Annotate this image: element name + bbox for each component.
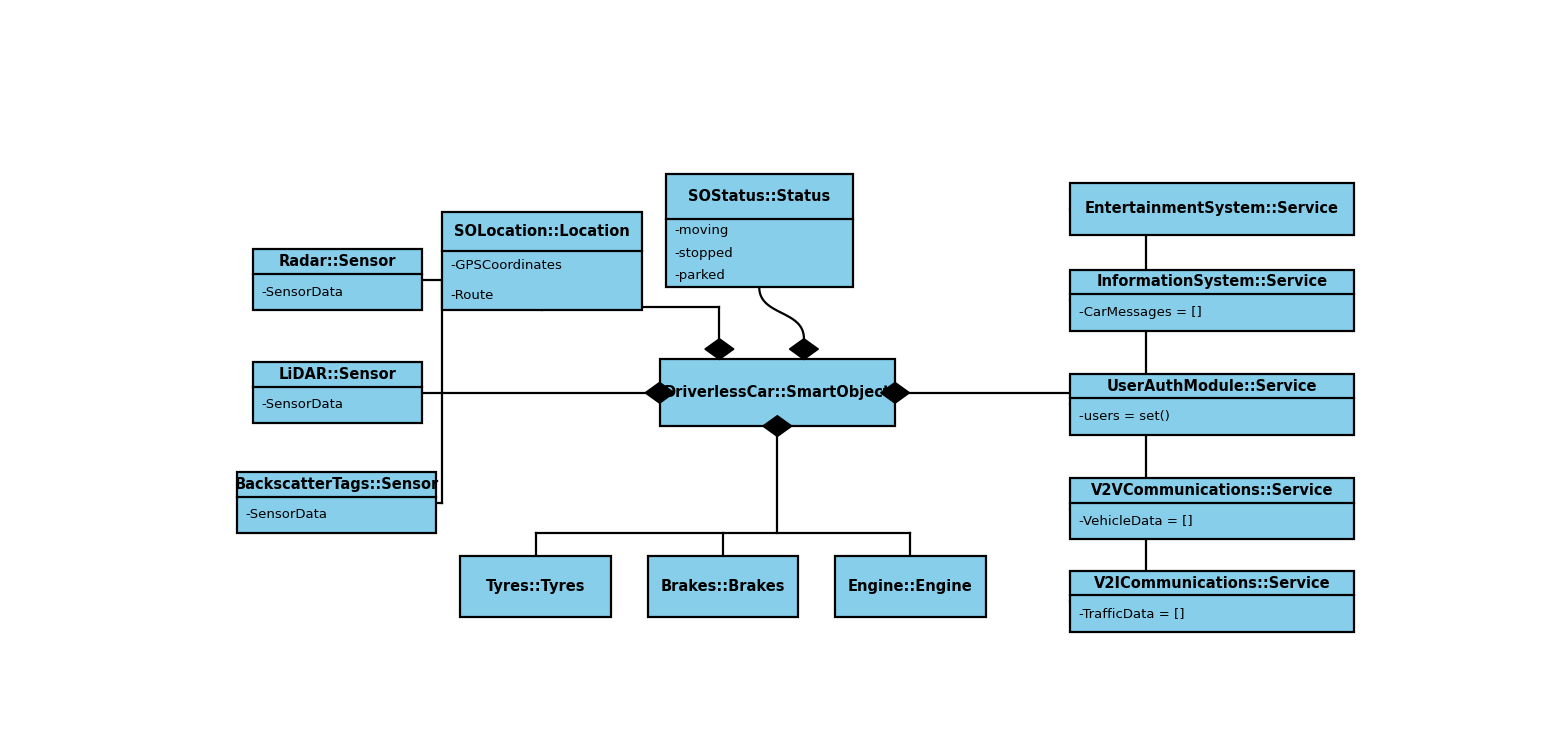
Text: -stopped: -stopped <box>675 247 732 259</box>
Text: -CarMessages = []: -CarMessages = [] <box>1078 306 1201 319</box>
FancyBboxPatch shape <box>461 556 611 617</box>
Text: SOStatus::Status: SOStatus::Status <box>689 190 830 205</box>
Text: LiDAR::Sensor: LiDAR::Sensor <box>279 367 396 382</box>
FancyBboxPatch shape <box>1070 270 1354 331</box>
FancyBboxPatch shape <box>835 556 986 617</box>
Text: -TrafficData = []: -TrafficData = [] <box>1078 607 1184 620</box>
FancyBboxPatch shape <box>252 362 422 423</box>
Text: DriverlessCar::SmartObject: DriverlessCar::SmartObject <box>664 385 891 400</box>
Text: SOLocation::Location: SOLocation::Location <box>453 224 629 239</box>
Polygon shape <box>880 382 910 403</box>
FancyBboxPatch shape <box>252 250 422 311</box>
Text: Radar::Sensor: Radar::Sensor <box>279 254 396 269</box>
Polygon shape <box>763 416 791 436</box>
Text: -SensorData: -SensorData <box>262 399 343 411</box>
Text: Brakes::Brakes: Brakes::Brakes <box>661 579 785 594</box>
Text: V2ICommunications::Service: V2ICommunications::Service <box>1094 575 1331 590</box>
FancyBboxPatch shape <box>659 359 894 426</box>
FancyBboxPatch shape <box>1070 478 1354 539</box>
FancyBboxPatch shape <box>237 472 436 533</box>
Polygon shape <box>790 338 818 359</box>
Polygon shape <box>704 338 734 359</box>
Text: UserAuthModule::Service: UserAuthModule::Service <box>1106 378 1317 393</box>
Text: EntertainmentSystem::Service: EntertainmentSystem::Service <box>1084 202 1338 217</box>
Text: -users = set(): -users = set() <box>1078 410 1170 423</box>
Text: Tyres::Tyres: Tyres::Tyres <box>486 579 586 594</box>
Text: -moving: -moving <box>675 224 729 237</box>
FancyBboxPatch shape <box>1070 183 1354 235</box>
Text: -SensorData: -SensorData <box>262 286 343 299</box>
Text: -SensorData: -SensorData <box>246 508 327 521</box>
Text: InformationSystem::Service: InformationSystem::Service <box>1097 274 1327 290</box>
Text: -VehicleData = []: -VehicleData = [] <box>1078 514 1192 527</box>
Text: -GPSCoordinates: -GPSCoordinates <box>450 259 562 272</box>
FancyBboxPatch shape <box>665 174 852 287</box>
Text: -parked: -parked <box>675 269 724 282</box>
FancyBboxPatch shape <box>648 556 798 617</box>
Text: BackscatterTags::Sensor: BackscatterTags::Sensor <box>235 477 439 492</box>
FancyBboxPatch shape <box>1070 374 1354 435</box>
Text: Engine::Engine: Engine::Engine <box>848 579 972 594</box>
Polygon shape <box>645 382 675 403</box>
Text: V2VCommunications::Service: V2VCommunications::Service <box>1091 483 1334 498</box>
Text: -Route: -Route <box>450 289 494 302</box>
FancyBboxPatch shape <box>442 212 642 311</box>
FancyBboxPatch shape <box>1070 571 1354 632</box>
